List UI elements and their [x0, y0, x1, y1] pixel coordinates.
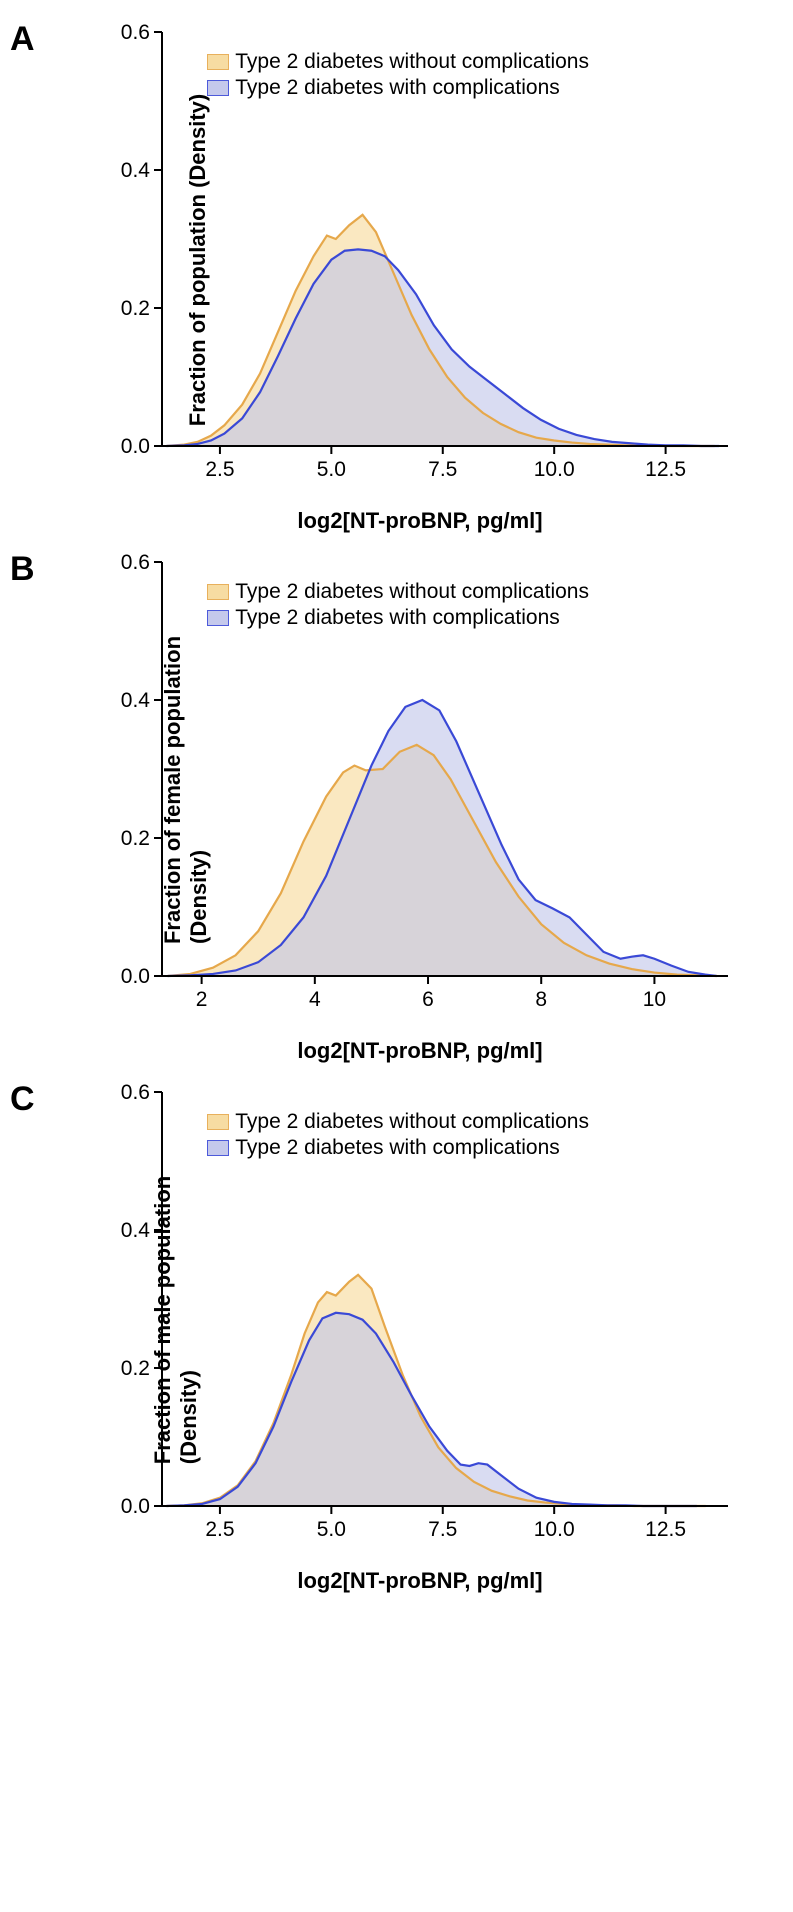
svg-text:0.6: 0.6	[121, 21, 150, 44]
y-axis-title: Fraction of female population(Density)	[160, 636, 212, 944]
panel-C: C Fraction of male population(Density) 0…	[10, 1080, 783, 1560]
svg-text:0.0: 0.0	[121, 435, 150, 458]
legend-label: Type 2 diabetes with complications	[235, 605, 560, 631]
svg-text:10.0: 10.0	[534, 458, 575, 481]
svg-text:5.0: 5.0	[317, 1518, 346, 1541]
legend-row: Type 2 diabetes without complications	[207, 49, 589, 75]
legend-label: Type 2 diabetes with complications	[235, 1135, 560, 1161]
legend-swatch-icon	[207, 54, 229, 70]
legend-label: Type 2 diabetes without complications	[235, 49, 589, 75]
panel-letter: C	[10, 1080, 35, 1119]
plot-C-wrap: Fraction of male population(Density) 0.0…	[100, 1080, 740, 1560]
svg-text:0.4: 0.4	[121, 689, 151, 712]
svg-text:0.2: 0.2	[121, 297, 150, 320]
legend-label: Type 2 diabetes without complications	[235, 579, 589, 605]
x-axis-title: log2[NT-proBNP, pg/ml]	[100, 1038, 740, 1064]
legend-C: Type 2 diabetes without complications Ty…	[207, 1109, 589, 1162]
svg-text:10: 10	[643, 988, 666, 1011]
svg-text:8: 8	[535, 988, 547, 1011]
y-axis-title: Fraction of male population(Density)	[150, 1176, 202, 1464]
legend-swatch-icon	[207, 1114, 229, 1130]
legend-label: Type 2 diabetes with complications	[235, 75, 560, 101]
plot-B-wrap: Fraction of female population(Density) 0…	[100, 550, 740, 1030]
svg-text:0.0: 0.0	[121, 1495, 150, 1518]
svg-text:0.2: 0.2	[121, 1357, 150, 1380]
plot-A-wrap: Fraction of population (Density) 0.0 0.2 0…	[100, 20, 740, 500]
legend-A: Type 2 diabetes without complications Ty…	[207, 49, 589, 102]
panel-letter: B	[10, 550, 35, 589]
legend-swatch-icon	[207, 610, 229, 626]
legend-row: Type 2 diabetes with complications	[207, 605, 589, 631]
x-axis-title: log2[NT-proBNP, pg/ml]	[100, 1568, 740, 1594]
legend-row: Type 2 diabetes with complications	[207, 1135, 589, 1161]
svg-text:12.5: 12.5	[645, 1518, 686, 1541]
svg-text:0.0: 0.0	[121, 965, 150, 988]
svg-text:0.4: 0.4	[121, 159, 151, 182]
legend-row: Type 2 diabetes without complications	[207, 1109, 589, 1135]
svg-text:10.0: 10.0	[534, 1518, 575, 1541]
y-axis-title: Fraction of population (Density)	[185, 94, 211, 426]
legend-swatch-icon	[207, 584, 229, 600]
panel-letter: A	[10, 20, 35, 59]
figure: A Fraction of population (Density) 0.0 0.…	[0, 0, 793, 1640]
svg-text:0.6: 0.6	[121, 551, 150, 574]
x-axis-title: log2[NT-proBNP, pg/ml]	[100, 508, 740, 534]
svg-text:7.5: 7.5	[428, 458, 457, 481]
svg-text:4: 4	[309, 988, 321, 1011]
legend-label: Type 2 diabetes without complications	[235, 1109, 589, 1135]
svg-text:7.5: 7.5	[428, 1518, 457, 1541]
legend-swatch-icon	[207, 80, 229, 96]
svg-text:5.0: 5.0	[317, 458, 346, 481]
svg-text:2: 2	[196, 988, 208, 1011]
svg-text:2.5: 2.5	[205, 1518, 234, 1541]
svg-text:0.4: 0.4	[121, 1219, 151, 1242]
svg-text:0.2: 0.2	[121, 827, 150, 850]
legend-row: Type 2 diabetes without complications	[207, 579, 589, 605]
svg-text:6: 6	[422, 988, 434, 1011]
svg-text:0.6: 0.6	[121, 1081, 150, 1104]
legend-B: Type 2 diabetes without complications Ty…	[207, 579, 589, 632]
panel-B: B Fraction of female population(Density)…	[10, 550, 783, 1030]
legend-row: Type 2 diabetes with complications	[207, 75, 589, 101]
panel-A: A Fraction of population (Density) 0.0 0.…	[10, 20, 783, 500]
svg-text:12.5: 12.5	[645, 458, 686, 481]
svg-text:2.5: 2.5	[205, 458, 234, 481]
legend-swatch-icon	[207, 1140, 229, 1156]
